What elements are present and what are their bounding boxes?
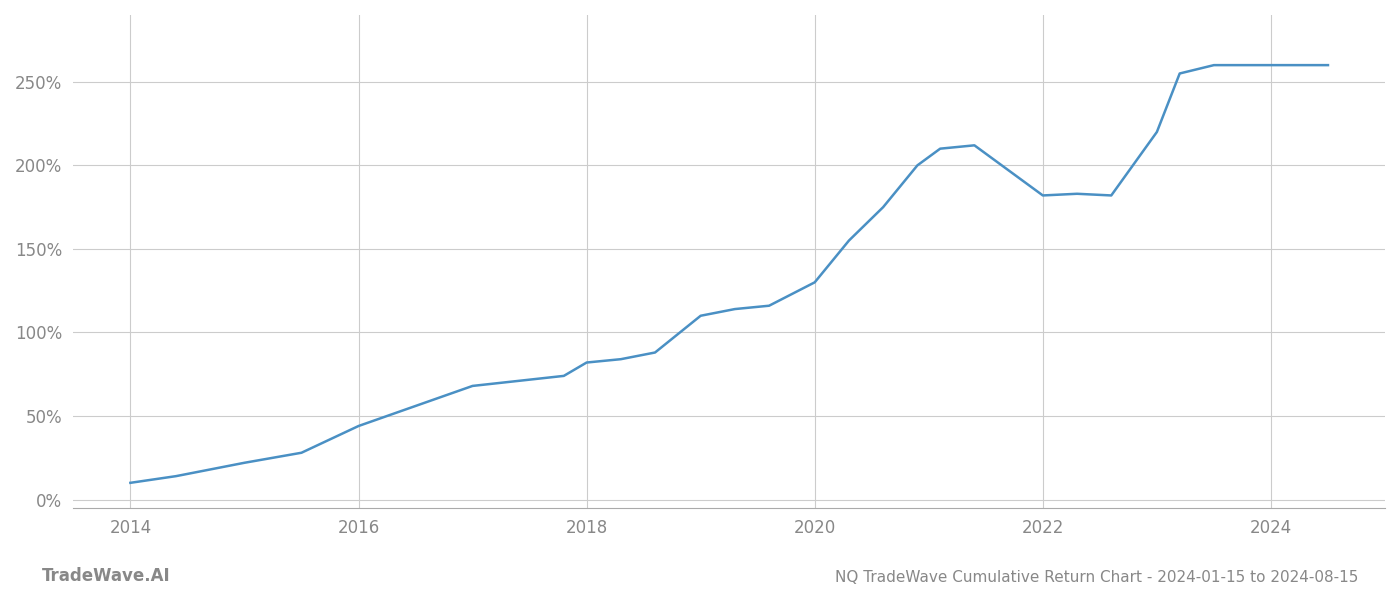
Text: NQ TradeWave Cumulative Return Chart - 2024-01-15 to 2024-08-15: NQ TradeWave Cumulative Return Chart - 2…	[834, 570, 1358, 585]
Text: TradeWave.AI: TradeWave.AI	[42, 567, 171, 585]
